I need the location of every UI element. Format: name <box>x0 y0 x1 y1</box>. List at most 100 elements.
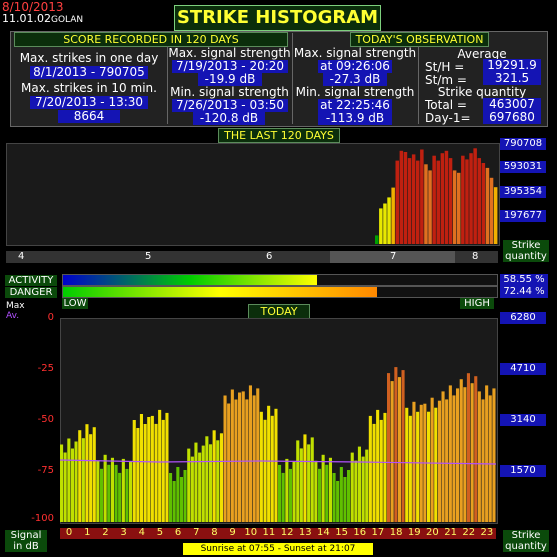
today-max-signal-time: at 09:26:06 <box>318 60 392 73</box>
hour-bar <box>219 433 223 522</box>
time-value: 11.01.02 <box>2 12 51 25</box>
hour-bar <box>67 438 71 522</box>
day-bar <box>391 187 395 244</box>
hour-label: 16 <box>353 527 367 538</box>
legend-average: Av. <box>6 311 20 321</box>
stm-value: 321.5 <box>483 72 541 85</box>
y-tick-label: 0 <box>47 312 54 323</box>
hour-bar <box>74 441 78 522</box>
hour-bar <box>212 430 216 522</box>
hour-label: 5 <box>156 527 164 538</box>
day-bar <box>424 164 428 244</box>
hour-bar <box>125 468 129 522</box>
hour-bar <box>63 452 67 522</box>
today-chart <box>60 367 496 522</box>
hour-bar <box>430 397 434 522</box>
date-label: 8/10/2013 <box>2 0 64 14</box>
signal-axis-label: Signal in dB <box>5 530 47 552</box>
day-bar <box>403 152 408 244</box>
hour-bar <box>427 411 431 522</box>
hour-bar <box>118 472 122 522</box>
hour-axis-band <box>60 528 496 539</box>
hour-bar <box>176 467 180 522</box>
high-label: HIGH <box>460 298 494 309</box>
day-bar <box>469 153 473 244</box>
hour-label: 21 <box>444 527 457 538</box>
hour-bar <box>92 427 96 522</box>
max-10min-date: 7/20/2013 - 13:30 <box>30 96 148 109</box>
hour-bar <box>158 409 162 522</box>
day-bar <box>448 158 453 244</box>
day-bar <box>477 158 481 244</box>
day-bar <box>411 154 416 244</box>
today-chart-heading: TODAY <box>248 304 310 319</box>
time-label: 11.01.02GOLAN <box>2 12 83 25</box>
day1-value: 697680 <box>483 111 541 124</box>
hour-label: 6 <box>174 527 182 538</box>
day-bar <box>407 158 412 244</box>
hour-bar <box>372 423 376 522</box>
hour-bar <box>252 395 256 522</box>
activity-meter-fill <box>63 275 318 285</box>
hour-bar <box>303 434 307 522</box>
day-bar <box>440 153 445 244</box>
hour-bar <box>190 456 194 522</box>
today-min-signal-label: Min. signal strength <box>295 85 415 99</box>
max-signal-label: Max. signal strength <box>168 46 291 60</box>
max-signal-date: 7/19/2013 - 20:20 <box>172 60 288 73</box>
hour-bar <box>70 448 74 522</box>
day-bar <box>383 203 387 244</box>
min-signal-date: 7/26/2013 - 03:50 <box>172 99 288 112</box>
danger-value: 72.44 % <box>500 286 548 298</box>
hour-bar <box>481 399 485 522</box>
hour-bar <box>136 428 140 522</box>
hour-bar <box>241 391 245 522</box>
y-tick-label: 1570 <box>500 465 546 477</box>
last120-heading: THE LAST 120 DAYS <box>218 128 340 143</box>
hour-bar <box>401 370 405 522</box>
y-tick-label: -50 <box>37 414 54 425</box>
hour-bar <box>263 419 267 522</box>
hour-bar <box>78 430 82 522</box>
hour-bar <box>459 379 463 522</box>
hour-bar <box>448 385 452 522</box>
hour-bar <box>132 420 136 522</box>
hour-bar <box>248 385 252 522</box>
hour-bar <box>314 460 318 522</box>
max-day-label: Max. strikes in one day <box>19 51 159 65</box>
y-tick-label: 790708 <box>500 138 546 150</box>
day-bar <box>481 163 486 244</box>
y-tick-label: 4710 <box>500 363 546 375</box>
day-bar <box>420 149 424 244</box>
danger-label: DANGER <box>5 287 57 298</box>
hour-bar <box>81 438 85 522</box>
hour-label: 19 <box>407 527 421 538</box>
hour-bar <box>96 460 100 522</box>
hour-bar <box>470 383 474 522</box>
y-tick-label: -25 <box>37 363 54 374</box>
sth-value: 19291.9 <box>483 59 541 72</box>
hour-bar <box>405 407 409 522</box>
hour-bar <box>278 464 282 522</box>
hour-label: 4 <box>138 527 145 538</box>
danger-meter-fill <box>63 287 378 297</box>
hour-bar <box>445 399 449 522</box>
max-signal-value: -19.9 dB <box>198 73 262 86</box>
y-tick-label: -75 <box>37 465 54 476</box>
hour-bar <box>198 452 202 522</box>
y-tick-label: 395354 <box>500 186 546 198</box>
activity-value: 58.55 % <box>500 274 548 286</box>
hour-label: 2 <box>102 527 109 538</box>
hour-bar <box>169 473 173 522</box>
hour-bar <box>89 434 93 522</box>
max-10min-label: Max. strikes in 10 min. <box>21 81 157 95</box>
day-bar <box>461 155 465 244</box>
day-bar <box>452 170 457 244</box>
hour-bar <box>474 376 478 522</box>
hour-bar <box>121 458 125 522</box>
hour-label: 18 <box>389 527 403 538</box>
hour-bar <box>357 446 361 522</box>
divider <box>292 33 293 124</box>
month-highlight <box>330 251 455 263</box>
hour-bar <box>299 448 303 522</box>
